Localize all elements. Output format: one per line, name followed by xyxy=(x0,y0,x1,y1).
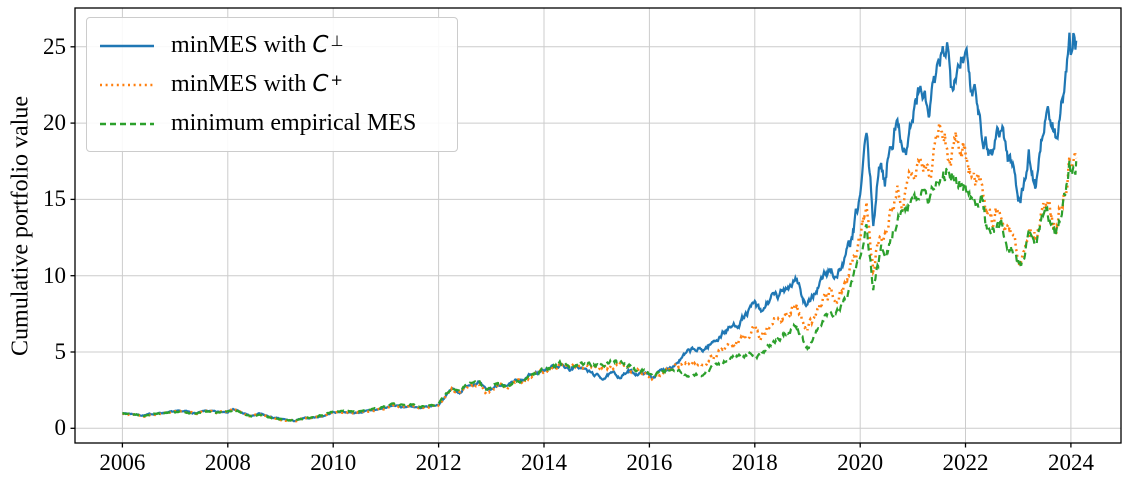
x-tick-label-2010: 2010 xyxy=(310,450,357,475)
legend-item-min-empirical-mes: minimum empirical MES xyxy=(99,104,445,143)
legend-line-sample-dotted xyxy=(100,83,154,86)
series-line-min-empirical-mes xyxy=(122,160,1078,423)
legend-line-sample-dashed xyxy=(100,122,154,125)
x-tick-label-2016: 2016 xyxy=(626,450,673,475)
x-tick-label-2024: 2024 xyxy=(1047,450,1094,475)
series-line-minmes-cperp xyxy=(122,32,1078,423)
x-tick-label-2022: 2022 xyxy=(942,450,989,475)
axes-spines xyxy=(70,7,1122,448)
x-tick-label-2014: 2014 xyxy=(520,450,567,475)
y-tick-label-5: 5 xyxy=(54,339,67,365)
y-tick-label-15: 15 xyxy=(43,186,66,212)
x-tick-label-2020: 2020 xyxy=(837,450,884,475)
legend-item-minmes-cperp: minMES with C ⊥ xyxy=(99,26,445,65)
legend-label: minMES with C ⊥ xyxy=(171,32,344,58)
legend: minMES with C ⊥ minMES with C + minimum em… xyxy=(86,17,458,152)
y-tick-label-0: 0 xyxy=(54,415,67,441)
legend-item-minmes-cplus: minMES with C + xyxy=(99,65,445,104)
y-tick-label-20: 20 xyxy=(43,110,66,136)
x-tick-label-2008: 2008 xyxy=(204,450,251,475)
plus-superscript: + xyxy=(330,71,343,89)
series-line-minmes-cplus xyxy=(122,122,1078,423)
math-symbol-C: C xyxy=(312,32,329,58)
gridlines xyxy=(75,8,1121,443)
legend-line-sample-solid xyxy=(100,44,154,47)
math-symbol-C: C xyxy=(312,71,329,97)
x-tick-label-2012: 2012 xyxy=(415,450,462,475)
x-tick-label-2006: 2006 xyxy=(99,450,146,475)
legend-label: minimum empirical MES xyxy=(171,110,417,136)
perpendicular-superscript: ⊥ xyxy=(330,32,344,50)
x-tick-label-2018: 2018 xyxy=(731,450,778,475)
y-tick-label-25: 25 xyxy=(43,33,66,59)
legend-label: minMES with C + xyxy=(171,71,343,97)
y-tick-label-10: 10 xyxy=(43,262,66,288)
